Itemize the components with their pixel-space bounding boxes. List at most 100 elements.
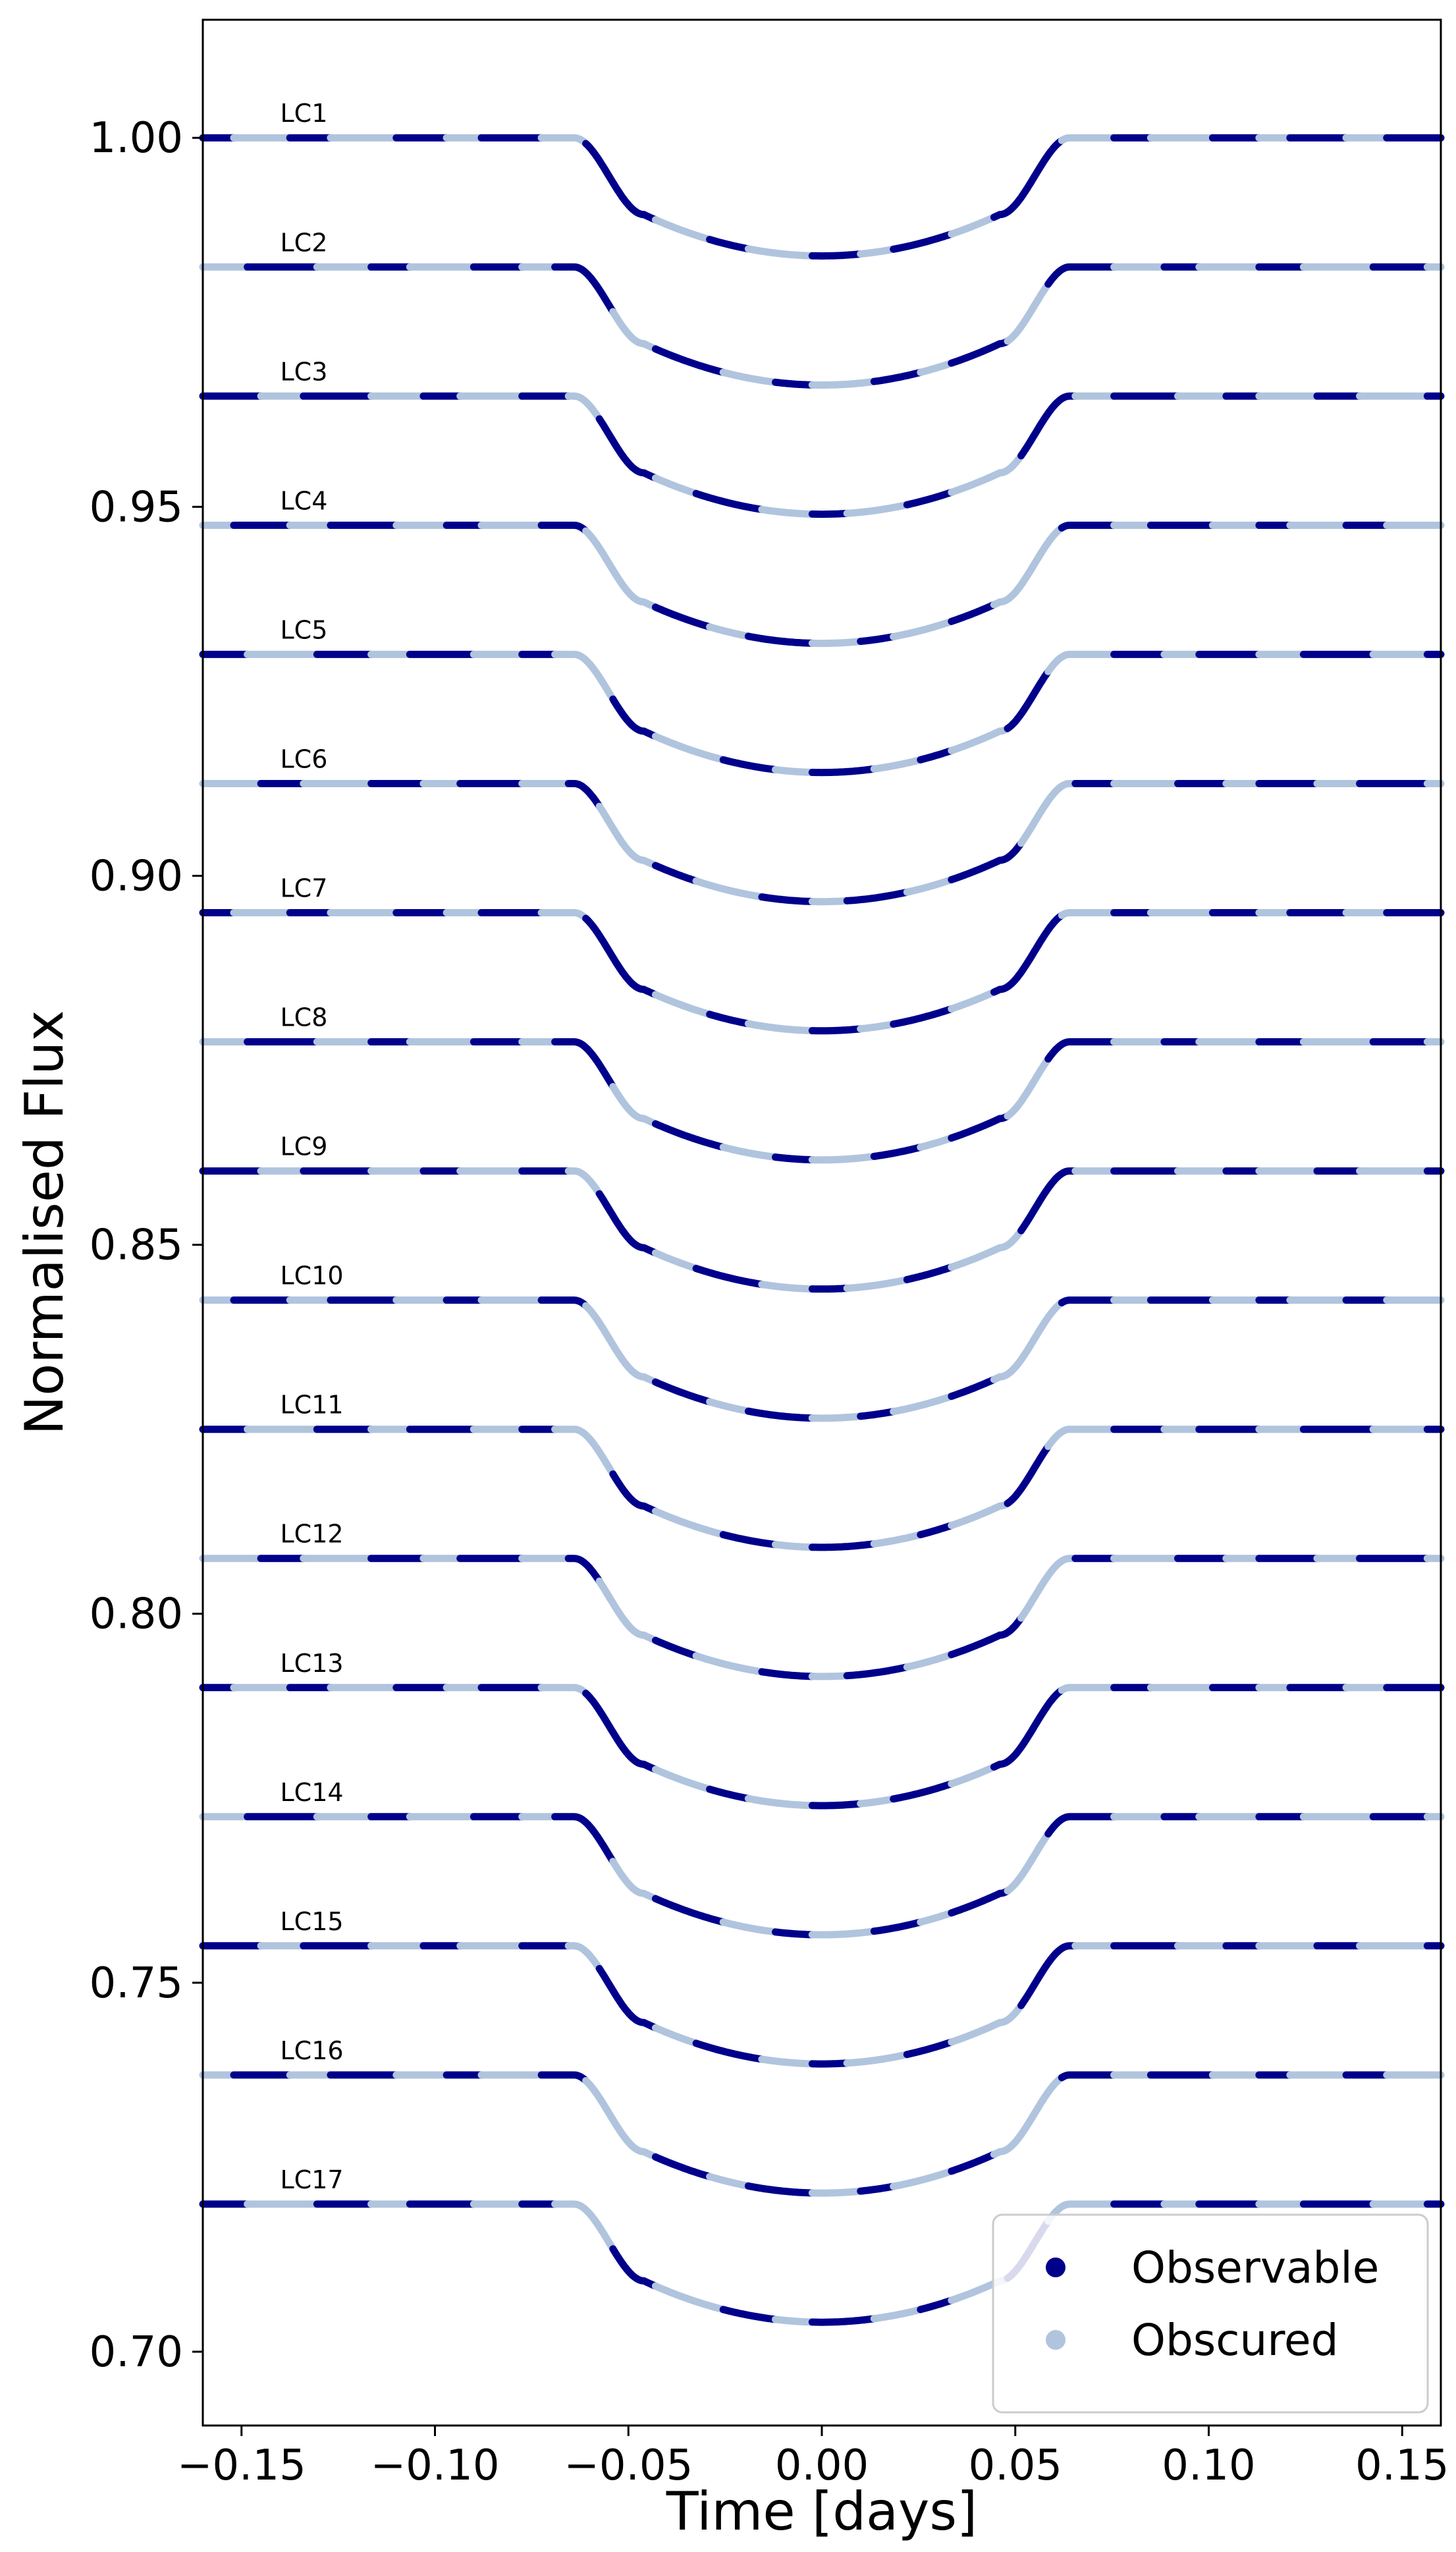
observable-segment — [1044, 263, 1118, 288]
obscured-segment — [890, 1393, 956, 1416]
obscured-segment — [843, 501, 911, 517]
observable-segment — [1044, 1813, 1118, 1838]
observable-segment — [744, 632, 816, 647]
observable-segment — [1017, 1942, 1079, 2009]
obscured-segment — [857, 245, 898, 258]
obscured-segment — [1058, 909, 1118, 919]
observable-segment — [990, 136, 1065, 221]
observable-segment — [595, 1190, 659, 1257]
observable-segment — [917, 2296, 956, 2314]
light-curve-lc12 — [199, 1555, 1445, 1680]
curve-label-lc12: LC12 — [281, 1520, 344, 1549]
obscured-segment — [758, 2055, 816, 2068]
obscured-segment — [772, 2316, 816, 2326]
observable-segment — [948, 601, 998, 625]
observable-segment — [808, 765, 878, 777]
obscured-segment — [706, 2173, 752, 2190]
observable-segment — [948, 1112, 1011, 1142]
obscured-segment — [990, 2074, 1065, 2158]
y-tick-label: 0.75 — [90, 1959, 184, 2008]
observable-segment — [857, 2182, 898, 2195]
observable-segment — [990, 912, 1065, 996]
legend-box — [992, 2213, 1429, 2414]
observable-segment — [890, 1005, 956, 1028]
curve-label-lc15: LC15 — [281, 1907, 344, 1936]
obscured-segment — [948, 1763, 998, 1788]
obscured-segment — [843, 2051, 911, 2067]
obscured-segment — [651, 216, 714, 243]
obscured-segment — [808, 1928, 878, 1939]
observable-segment — [917, 1522, 956, 1539]
obscured-segment — [744, 1020, 816, 1035]
light-curve-lc8 — [199, 1038, 1445, 1164]
observable-segment — [582, 140, 659, 224]
observable-segment — [651, 2153, 714, 2180]
obscured-segment — [903, 875, 956, 896]
curve-label-lc10: LC10 — [281, 1262, 344, 1290]
legend: Observable Obscured — [992, 2213, 1429, 2414]
observable-segment — [609, 1470, 659, 1515]
obscured-segment — [651, 2024, 700, 2047]
light-curve-lc2 — [199, 263, 1445, 389]
observable-segment — [843, 1663, 911, 1680]
legend-label-obscured: Obscured — [1131, 2315, 1339, 2366]
observable-segment — [1058, 521, 1118, 532]
obscured-segment — [1004, 1830, 1052, 1895]
obscured-segment — [843, 1276, 911, 1292]
observable-segment — [772, 1153, 816, 1164]
observable-segment — [1017, 1167, 1079, 1234]
observable-segment — [551, 1813, 617, 1866]
obscured-segment — [990, 1299, 1065, 1383]
light-curve-lc6 — [199, 780, 1445, 906]
y-tick-label: 1.00 — [90, 114, 184, 163]
obscured-segment — [808, 1152, 878, 1164]
obscured-segment — [651, 474, 700, 497]
curve-label-lc17: LC17 — [281, 2165, 344, 2194]
observable-segment — [857, 633, 898, 646]
obscured-segment — [1017, 1555, 1079, 1622]
x-axis: −0.15 −0.10 −0.05 0.00 0.05 0.10 0.15 — [177, 2426, 1449, 2490]
observable-segment — [595, 1964, 659, 2032]
observable-segment — [537, 521, 590, 535]
light-curve-lc1 — [199, 134, 1445, 260]
observable-segment — [772, 378, 816, 389]
y-tick-label: 0.80 — [90, 1590, 184, 1639]
curve-label-lc7: LC7 — [281, 874, 328, 902]
obscured-segment — [595, 802, 659, 870]
x-tick-label: 0.15 — [1355, 2441, 1449, 2490]
observable-segment — [651, 862, 700, 885]
observable-segment — [808, 1540, 878, 1551]
obscured-segment — [1044, 650, 1118, 675]
obscured-segment — [772, 1541, 816, 1551]
obscured-segment — [948, 1227, 1025, 1271]
observable-segment — [990, 1686, 1065, 1771]
curve-label-lc16: LC16 — [281, 2036, 344, 2065]
obscured-segment — [990, 524, 1065, 609]
observable-segment — [692, 1265, 766, 1289]
light-curve-lc15 — [199, 1942, 1445, 2068]
observable-segment — [857, 1408, 898, 1420]
obscured-segment — [808, 2187, 865, 2197]
observable-segment — [808, 2315, 878, 2326]
observable-segment — [808, 2059, 851, 2068]
obscured-segment — [537, 1684, 590, 1697]
obscured-segment — [1044, 2200, 1118, 2225]
x-axis-label: Time [days] — [666, 2481, 977, 2542]
obscured-segment — [609, 1083, 659, 1128]
x-tick-label: −0.15 — [177, 2441, 306, 2490]
obscured-segment — [808, 377, 878, 389]
obscured-segment — [857, 1020, 898, 1033]
obscured-segment — [651, 991, 714, 1018]
obscured-segment — [719, 1918, 779, 1936]
curve-label-lc14: LC14 — [281, 1778, 344, 1807]
light-curves — [199, 134, 1445, 2326]
obscured-segment — [551, 650, 617, 703]
light-curve-lc4 — [199, 521, 1445, 648]
obscured-segment — [1004, 1055, 1052, 1120]
obscured-segment — [917, 1134, 956, 1151]
curve-label-lc9: LC9 — [281, 1132, 328, 1161]
obscured-segment — [692, 877, 766, 901]
obscured-segment — [948, 725, 1011, 754]
obscured-segment — [890, 2167, 956, 2190]
